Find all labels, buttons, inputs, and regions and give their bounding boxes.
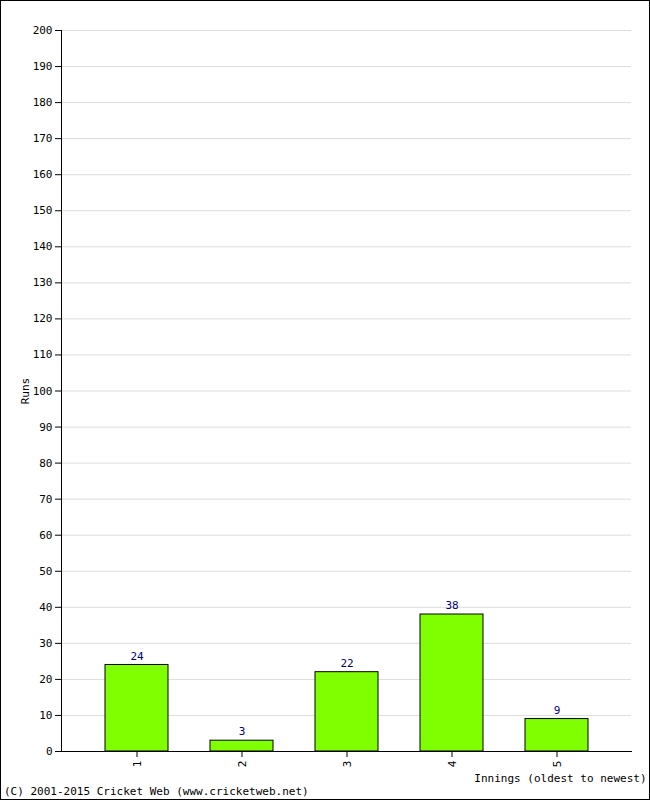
svg-text:50: 50 [39, 565, 52, 578]
svg-text:100: 100 [33, 385, 53, 398]
svg-text:30: 30 [39, 637, 52, 650]
svg-text:Innings (oldest to newest): Innings (oldest to newest) [474, 772, 646, 785]
svg-text:5: 5 [551, 761, 564, 768]
svg-text:180: 180 [33, 96, 53, 109]
svg-text:22: 22 [340, 657, 353, 670]
html-text:(C) 2001-2015 Cricket Web (www: (C) 2001-2015 Cricket Web (www.cricketwe… [4, 785, 309, 798]
svg-text:4: 4 [446, 760, 459, 767]
svg-text:190: 190 [33, 60, 53, 73]
svg-text:1: 1 [131, 761, 144, 768]
svg-text:Runs: Runs [19, 378, 32, 405]
svg-text:3: 3 [341, 761, 354, 768]
svg-text:150: 150 [33, 204, 53, 217]
svg-text:24: 24 [130, 650, 144, 663]
svg-text:140: 140 [33, 240, 53, 253]
svg-text:20: 20 [39, 673, 52, 686]
svg-text:2: 2 [236, 761, 249, 768]
svg-text:80: 80 [39, 457, 52, 470]
svg-text:38: 38 [445, 599, 458, 612]
svg-text:160: 160 [33, 168, 53, 181]
svg-text:9: 9 [554, 704, 561, 717]
svg-text:40: 40 [39, 601, 52, 614]
svg-text:3: 3 [239, 725, 246, 738]
svg-text:110: 110 [33, 348, 53, 361]
svg-text:130: 130 [33, 276, 53, 289]
svg-text:170: 170 [33, 132, 53, 145]
svg-text:200: 200 [33, 24, 53, 37]
svg-text:10: 10 [39, 709, 52, 722]
svg-text:90: 90 [39, 421, 52, 434]
svg-text:70: 70 [39, 493, 52, 506]
svg-text:60: 60 [39, 529, 52, 542]
svg-text:120: 120 [33, 312, 53, 325]
svg-text:0: 0 [46, 745, 53, 758]
